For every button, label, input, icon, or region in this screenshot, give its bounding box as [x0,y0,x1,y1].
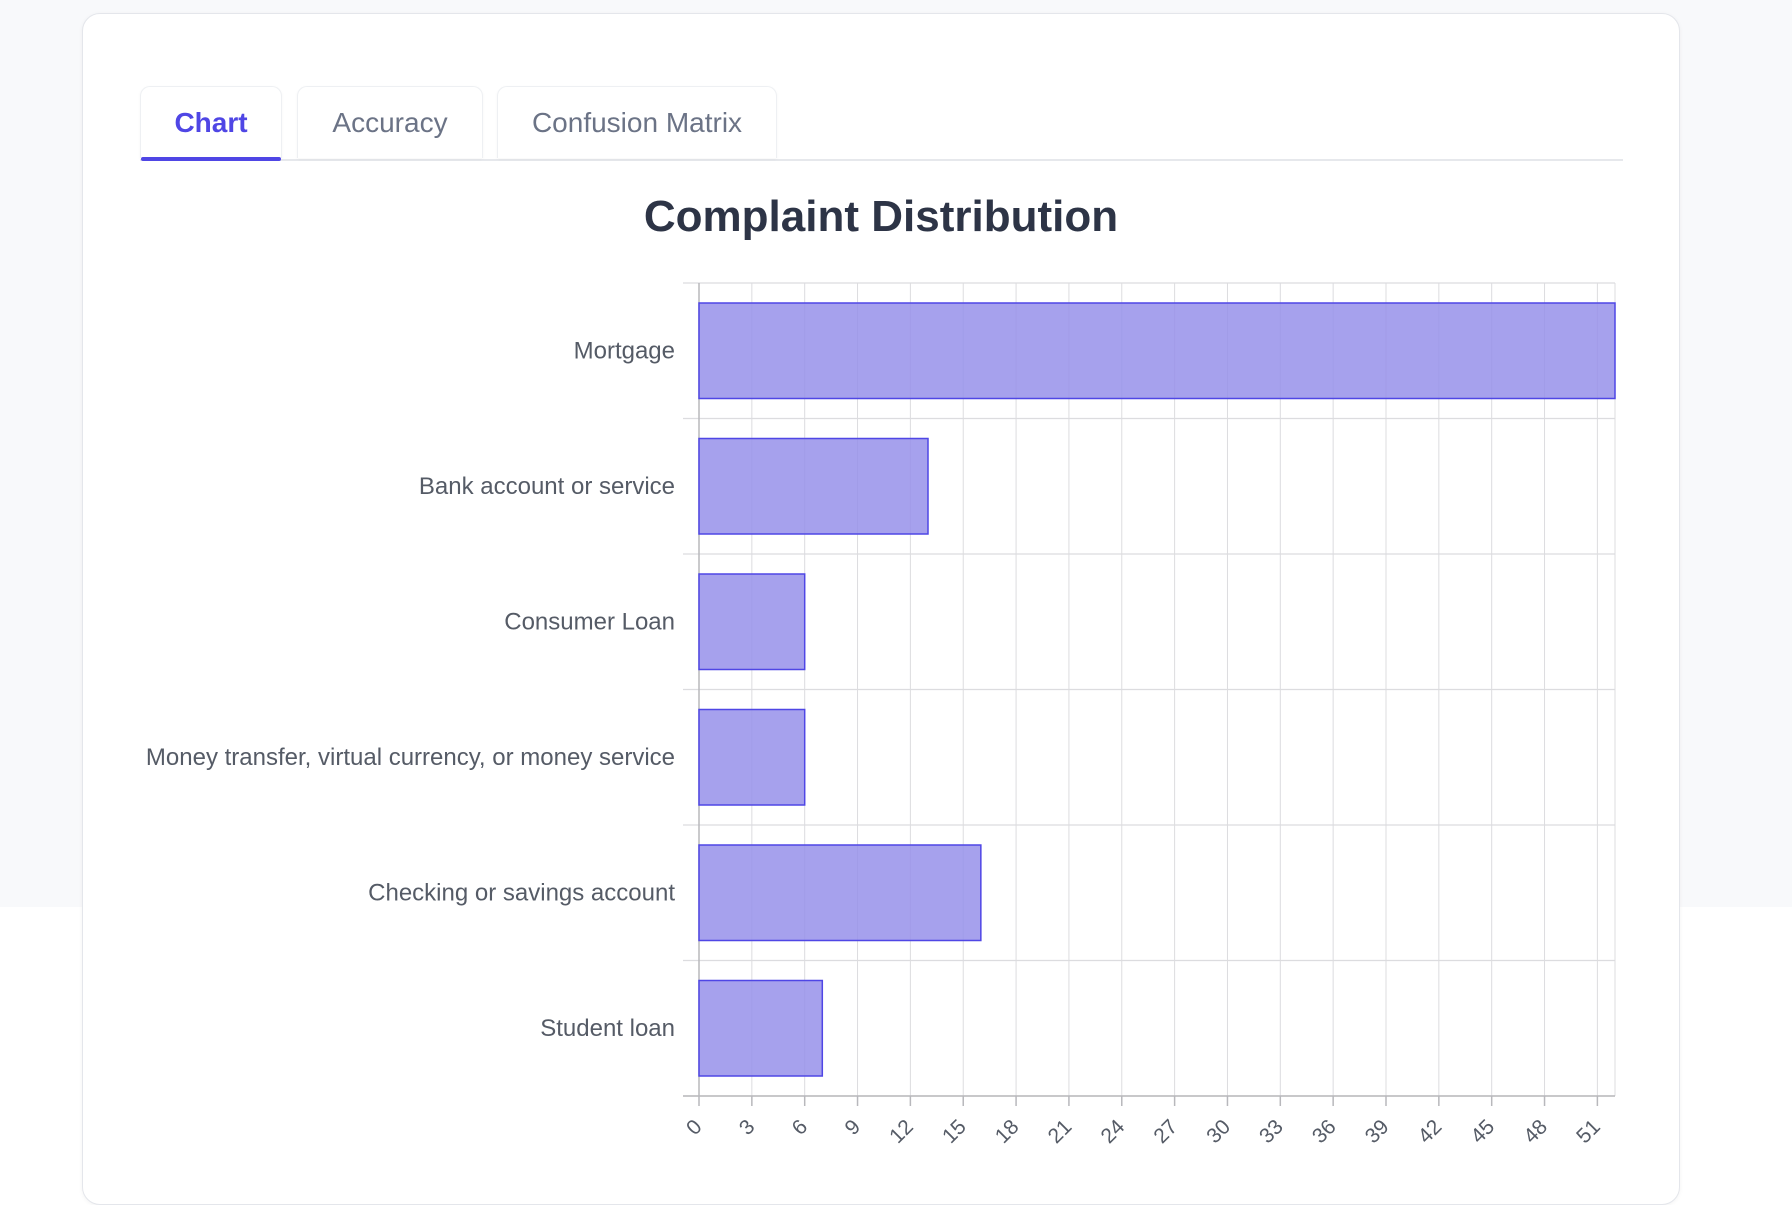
active-tab-indicator [141,157,281,161]
bar [698,708,806,806]
x-tick-label: 39 [1361,1115,1394,1148]
x-tick-label: 24 [1097,1115,1130,1148]
x-tick-label: 15 [938,1115,971,1148]
tab-accuracy-label: Accuracy [332,106,448,138]
x-tick-label: 48 [1519,1115,1552,1148]
category-label: Student loan [540,1015,675,1042]
x-tick-label: 21 [1044,1115,1077,1148]
tab-chart[interactable]: Chart [140,86,282,161]
x-tick-label: 30 [1202,1115,1235,1148]
x-tick-label: 0 [682,1115,707,1140]
x-tick-label: 18 [991,1115,1024,1148]
bar [698,573,806,671]
x-tick-label: 6 [788,1115,813,1140]
x-tick-label: 27 [1149,1115,1182,1148]
tab-accuracy[interactable]: Accuracy [297,86,483,158]
x-tick-label: 12 [885,1115,918,1148]
tab-chart-label: Chart [174,106,248,138]
tab-confusion-matrix-label: Confusion Matrix [531,106,743,138]
x-tick-label: 36 [1308,1115,1341,1148]
bar [698,844,982,942]
bar [698,302,1616,400]
results-card: Chart Accuracy Confusion Matrix Complain… [82,13,1680,1205]
tab-confusion-matrix[interactable]: Confusion Matrix [497,86,777,158]
x-tick-label: 45 [1466,1115,1499,1148]
x-tick-label: 51 [1572,1115,1605,1148]
category-label: Consumer Loan [504,608,675,635]
x-tick-label: 9 [841,1115,866,1140]
bar [698,979,824,1077]
tab-bar: Chart Accuracy Confusion Matrix [140,72,1623,161]
x-tick-label: 33 [1255,1115,1288,1148]
bar-chart: Mortgage Bank account or service Consumer … [146,282,1616,1148]
category-label: Bank account or service [419,473,675,500]
category-label: Mortgage [574,337,675,364]
x-tick-label: 3 [735,1115,760,1140]
bar [698,437,929,535]
x-tick-label: 42 [1414,1115,1447,1148]
category-label: Money transfer, virtual currency, or mon… [146,744,675,771]
category-label: Checking or savings account [368,879,675,906]
chart-title: Complaint Distribution [643,192,1119,241]
